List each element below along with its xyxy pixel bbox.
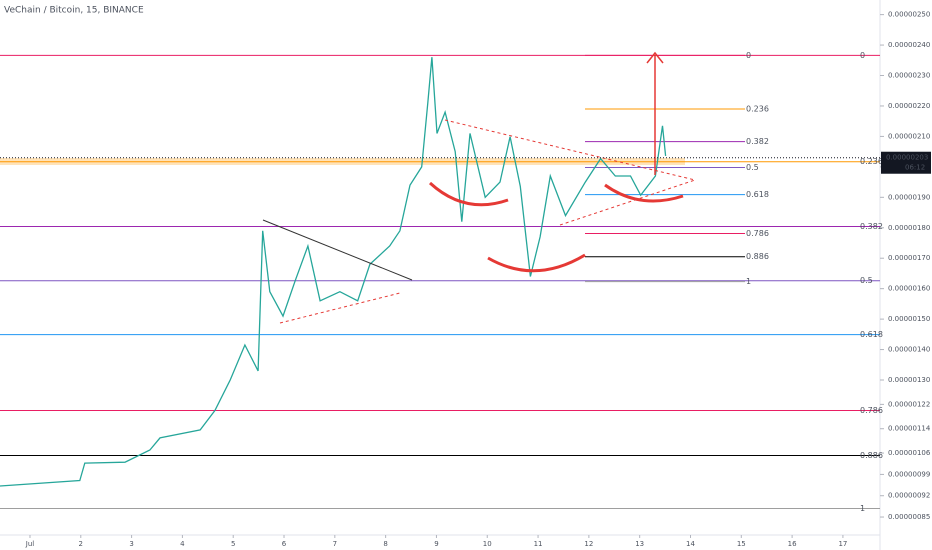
- x-tick-label: 6: [282, 540, 287, 548]
- y-tick-label: 0.00000122: [888, 400, 930, 408]
- y-tick-label: 0.00000106: [888, 449, 931, 457]
- x-tick-label: 5: [231, 540, 235, 548]
- fib-label: 0.886: [860, 451, 883, 460]
- y-tick-label: 0.00000099: [888, 470, 930, 478]
- y-tick-label: 0.00000230: [888, 72, 930, 80]
- fib-label: 0.382: [746, 137, 769, 146]
- y-tick-label: 0.00000170: [888, 254, 930, 262]
- fib-label: 1: [860, 504, 865, 513]
- fib-label: 0: [746, 51, 751, 60]
- x-tick-label: 14: [686, 540, 695, 548]
- trendline: [262, 219, 413, 281]
- annotations: [262, 51, 696, 324]
- x-tick-label: 16: [788, 540, 797, 548]
- y-tick-label: 0.00000160: [888, 285, 930, 293]
- y-tick-label: 0.00000210: [888, 132, 930, 140]
- arrow-head: [646, 51, 664, 64]
- trendline: [444, 119, 696, 181]
- y-tick-label: 0.00000140: [888, 346, 930, 354]
- x-tick-label: 3: [129, 540, 133, 548]
- fib-label: 0.618: [860, 330, 883, 339]
- x-tick-label: 7: [333, 540, 337, 548]
- last-price-label: 0.00000203: [886, 154, 928, 162]
- x-tick-label: 8: [383, 540, 387, 548]
- fib-label: 0.618: [746, 190, 769, 199]
- y-tick-label: 0.00000250: [888, 11, 930, 19]
- fib-label: 0.786: [746, 229, 769, 238]
- x-tick-label: 11: [534, 540, 543, 548]
- fib-label: 1: [746, 277, 751, 286]
- countdown: 06:12: [905, 164, 925, 172]
- x-tick-label: 4: [180, 540, 185, 548]
- y-tick-label: 0.00000092: [888, 492, 930, 500]
- x-tick-label: Jul: [25, 540, 35, 548]
- y-tick-label: 0.00000130: [888, 376, 930, 384]
- fib-label: 0.5: [746, 163, 759, 172]
- x-tick-label: 15: [737, 540, 746, 548]
- fib-label: 0.786: [860, 406, 883, 415]
- price-line: [0, 57, 667, 487]
- trendline: [279, 292, 401, 324]
- y-tick-label: 0.00000085: [888, 513, 930, 521]
- fib-label: 0.236: [860, 157, 883, 166]
- last-price-box: [881, 151, 931, 174]
- x-tick-label: 17: [838, 540, 847, 548]
- x-tick-label: 12: [584, 540, 593, 548]
- y-tick-label: 0.00000114: [888, 425, 931, 433]
- arc: [604, 183, 684, 203]
- x-tick-label: 10: [483, 540, 492, 548]
- fib-levels: 0 0.236 0.382 0.5 0.618 0.786 0.886 1 0 0.236 0.38…: [0, 51, 883, 513]
- fib-label: 0.886: [746, 252, 769, 261]
- chart-title: VeChain / Bitcoin, 15, BINANCE: [4, 6, 144, 16]
- y-tick-label: 0.00000220: [888, 102, 930, 110]
- y-tick-label: 0.00000190: [888, 193, 930, 201]
- arc: [428, 181, 509, 207]
- price-series: [0, 57, 667, 487]
- fib-label: 0.5: [860, 276, 873, 285]
- y-tick-label: 0.00000240: [888, 41, 930, 49]
- y-tick-label: 0.00000180: [888, 224, 930, 232]
- x-tick-label: 9: [434, 540, 438, 548]
- y-tick-label: 0.00000150: [888, 315, 930, 323]
- fib-label: 0: [860, 51, 865, 60]
- fib-label: 0.236: [746, 105, 769, 114]
- x-tick-label: 2: [79, 540, 83, 548]
- arc: [487, 253, 586, 273]
- x-tick-label: 13: [635, 540, 644, 548]
- fib-label: 0.382: [860, 222, 883, 231]
